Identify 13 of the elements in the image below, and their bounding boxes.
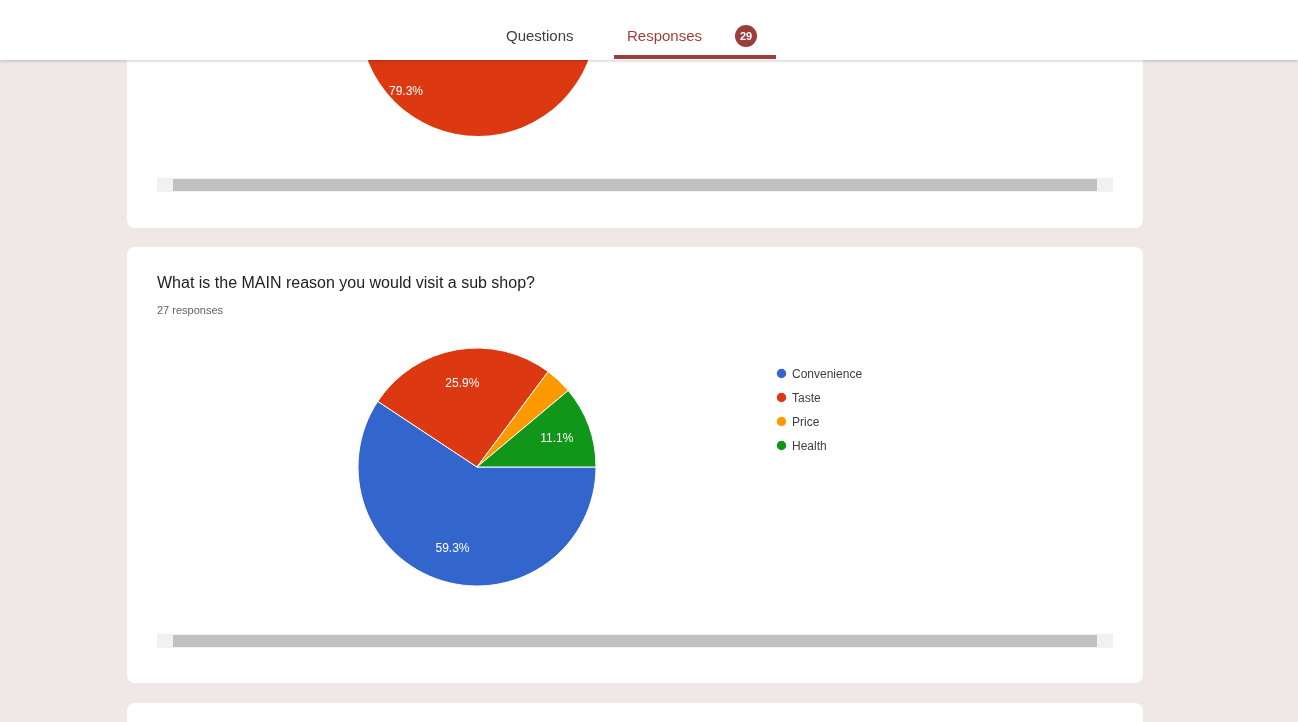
data-label: 11.1% bbox=[540, 430, 574, 445]
legend-label: Convenience bbox=[792, 366, 863, 381]
text: 29 bbox=[735, 25, 757, 47]
data-label: 59.3% bbox=[435, 541, 470, 556]
text: 27 responses bbox=[157, 304, 224, 316]
text: Responses bbox=[627, 27, 703, 44]
data-label: 25.9% bbox=[445, 376, 480, 391]
text: Questions bbox=[506, 27, 574, 44]
legend-label: Health bbox=[792, 438, 827, 453]
legend-label: Taste bbox=[792, 390, 822, 405]
legend-label: Price bbox=[792, 414, 820, 429]
text: 79.3% bbox=[389, 84, 424, 98]
chart-title: What is the MAIN reason you would visit a sub shop? bbox=[157, 274, 536, 291]
